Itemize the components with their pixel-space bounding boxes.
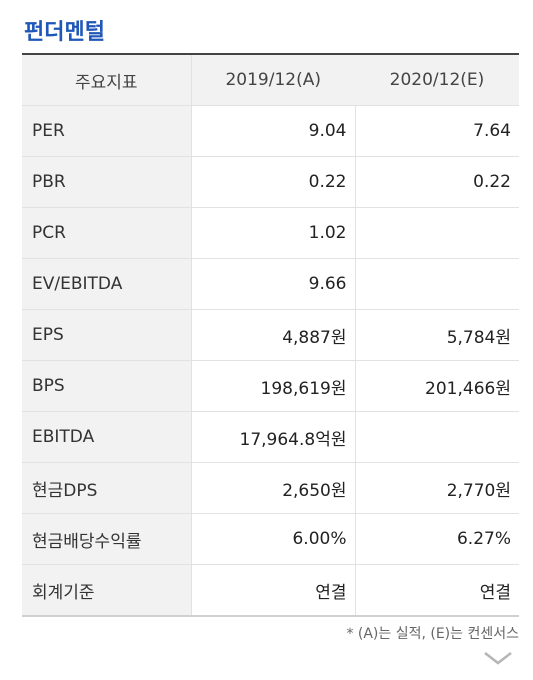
table-row: EBITDA 17,964.8억원 <box>22 411 519 463</box>
value-2019: 4,887원 <box>191 309 356 361</box>
table-row: 현금DPS 2,650원 2,770원 <box>22 462 519 514</box>
header-indicator: 주요지표 <box>22 55 192 106</box>
table-row: 현금배당수익률 6.00% 6.27% <box>22 513 519 565</box>
row-label: EPS <box>22 309 192 361</box>
value-2019: 1.02 <box>191 207 356 259</box>
value-2020: 0.22 <box>355 156 519 208</box>
chevron-down-icon[interactable] <box>482 650 514 666</box>
table-row: PER 9.04 7.64 <box>22 105 519 157</box>
value-2019: 6.00% <box>191 513 356 565</box>
footnote: * (A)는 실적, (E)는 컨센서스 <box>346 626 519 642</box>
fundamentals-table: 주요지표 2019/12(A) 2020/12(E) PER 9.04 7.64 PB… <box>22 53 519 617</box>
value-2020 <box>355 411 519 463</box>
table-row: BPS 198,619원 201,466원 <box>22 360 519 412</box>
value-2019: 17,964.8억원 <box>191 411 356 463</box>
row-label: 회계기준 <box>22 564 192 617</box>
table-row: PCR 1.02 <box>22 207 519 259</box>
table-row: 회계기준 연결 연결 <box>22 564 519 617</box>
value-2019: 0.22 <box>191 156 356 208</box>
header-2020: 2020/12(E) <box>355 55 519 106</box>
value-2020 <box>355 207 519 259</box>
row-label: PCR <box>22 207 192 259</box>
row-label: PER <box>22 105 192 157</box>
table-row: EPS 4,887원 5,784원 <box>22 309 519 361</box>
row-label: EBITDA <box>22 411 192 463</box>
value-2019: 9.04 <box>191 105 356 157</box>
value-2020: 7.64 <box>355 105 519 157</box>
value-2020: 2,770원 <box>355 462 519 514</box>
row-label: PBR <box>22 156 192 208</box>
row-label: 현금DPS <box>22 462 192 514</box>
row-label: 현금배당수익률 <box>22 513 192 565</box>
table-header-row: 주요지표 2019/12(A) 2020/12(E) <box>22 55 519 106</box>
value-2020: 연결 <box>355 564 519 617</box>
value-2020: 5,784원 <box>355 309 519 361</box>
header-2019: 2019/12(A) <box>191 55 355 106</box>
row-label: EV/EBITDA <box>22 258 192 310</box>
value-2019: 연결 <box>191 564 356 617</box>
section-title: 펀더멘털 <box>24 20 105 45</box>
row-label: BPS <box>22 360 192 412</box>
value-2020: 201,466원 <box>355 360 519 412</box>
value-2019: 2,650원 <box>191 462 356 514</box>
table-row: EV/EBITDA 9.66 <box>22 258 519 310</box>
table-top-rule <box>22 53 519 55</box>
value-2019: 9.66 <box>191 258 356 310</box>
value-2019: 198,619원 <box>191 360 356 412</box>
value-2020: 6.27% <box>355 513 519 565</box>
table-row: PBR 0.22 0.22 <box>22 156 519 208</box>
value-2020 <box>355 258 519 310</box>
